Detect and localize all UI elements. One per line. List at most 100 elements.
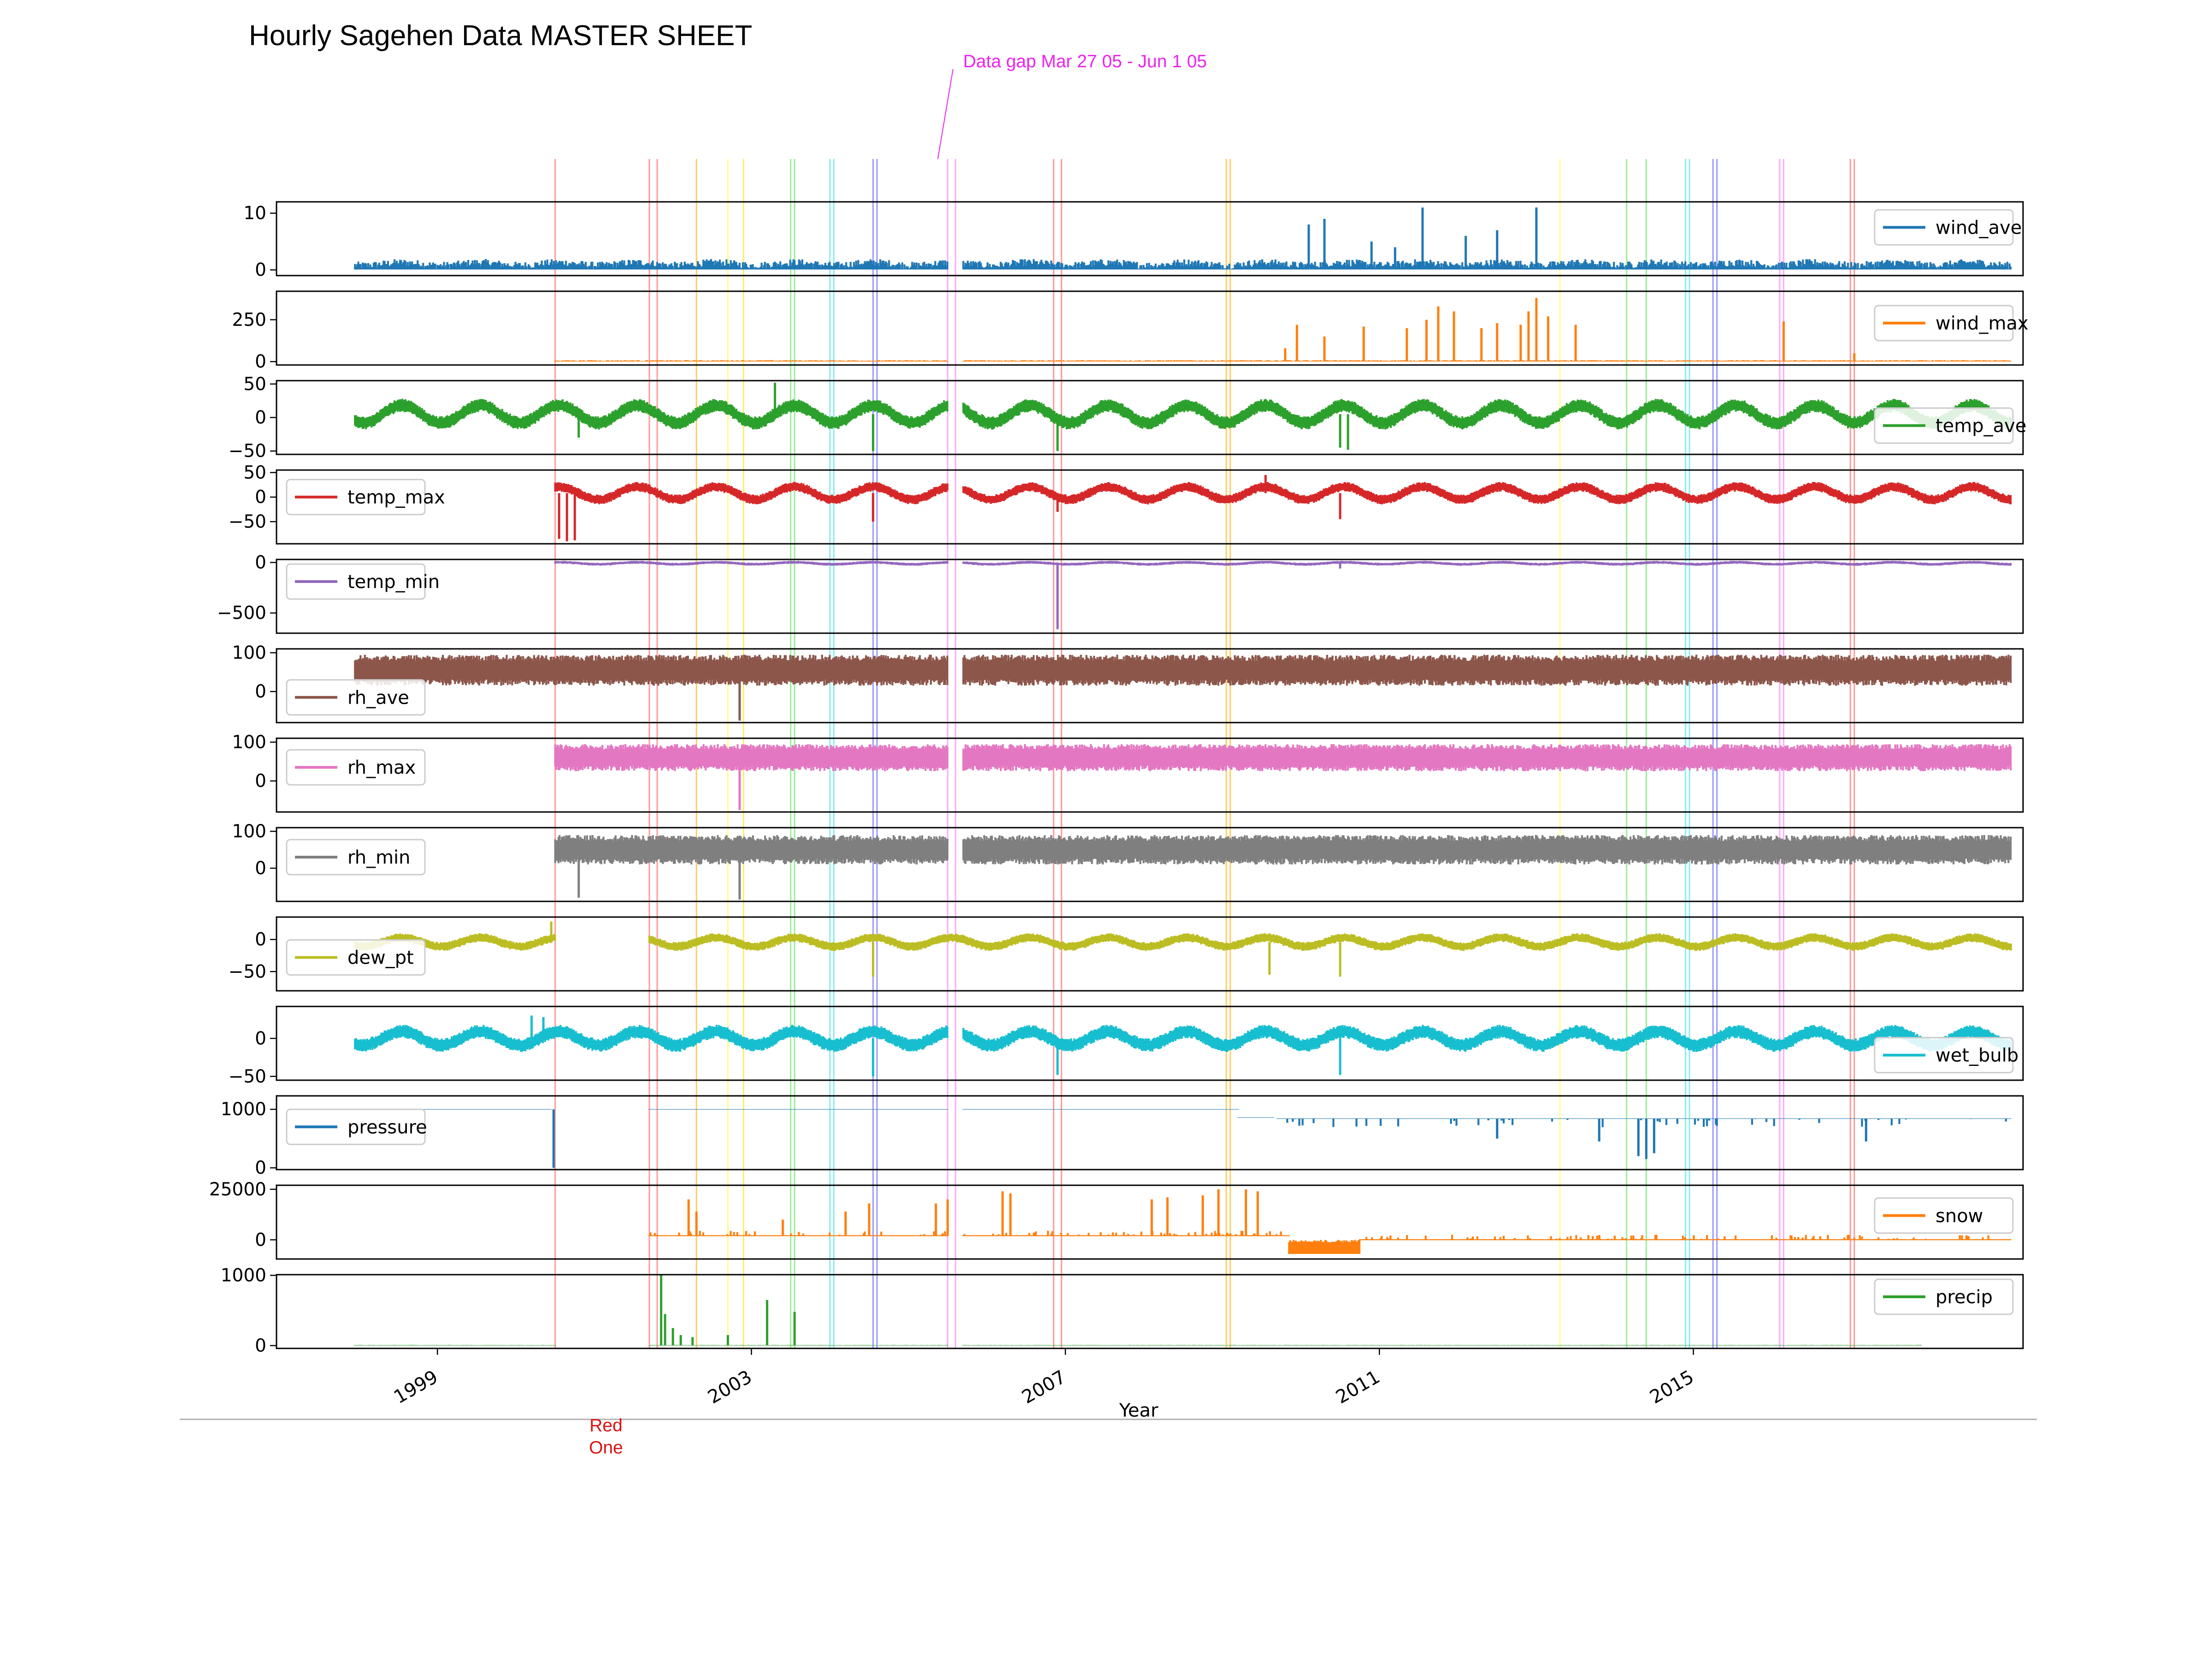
legend-label: wind_max — [1936, 313, 2029, 334]
y-tick-label: 250 — [232, 310, 266, 330]
y-tick-label: 0 — [255, 1335, 266, 1356]
panel-rh-max: 100 0 rh_max — [232, 732, 2024, 813]
y-tick-label: 0 — [255, 1230, 266, 1250]
panel-dew-pt: 0 −50 dew_pt — [229, 916, 2024, 992]
panel-snow: 25000 0 snow — [209, 1179, 2024, 1260]
series-precip — [354, 1345, 1922, 1346]
legend-box — [286, 479, 426, 516]
legend-rh-max: rh_max — [286, 749, 426, 786]
x-tick-label: 1999 — [390, 1366, 441, 1408]
panel-frame — [276, 201, 2024, 276]
y-tick-label: 100 — [232, 642, 266, 663]
data-gap-leader-line — [937, 69, 953, 159]
legend-temp-min: temp_min — [286, 563, 440, 600]
legend-box — [1874, 209, 2014, 246]
y-tick-label: −50 — [229, 961, 266, 982]
legend-temp-max: temp_max — [286, 479, 445, 516]
panel-frame — [276, 559, 2024, 634]
panel-wind-max: 250 0 wind_max — [232, 290, 2029, 372]
y-tick-label: 50 — [243, 374, 266, 394]
panel-frame — [276, 737, 2024, 813]
y-tick-label: 0 — [255, 858, 266, 879]
red-one-line-2: One — [589, 1438, 623, 1458]
y-tick-label: 1000 — [221, 1099, 266, 1120]
panel-frame — [276, 916, 2024, 992]
legend-box — [286, 839, 426, 876]
legend-rh-ave: rh_ave — [286, 679, 426, 716]
legend-snow: snow — [1874, 1197, 2014, 1234]
legend-wind-max: wind_max — [1874, 305, 2029, 341]
panel-frame — [276, 1184, 2024, 1260]
legend-label: temp_min — [347, 571, 440, 593]
y-tick-label: 0 — [255, 487, 266, 508]
y-tick-label: 0 — [255, 1028, 266, 1049]
series-pressure — [354, 1109, 2012, 1127]
legend-label: pressure — [347, 1117, 427, 1138]
y-tick-label: −50 — [229, 1066, 266, 1087]
series-wind-ave — [354, 259, 2012, 270]
legend-box — [1874, 305, 2014, 341]
y-tick-label: 10 — [243, 203, 266, 224]
legend-precip: precip — [1874, 1278, 2014, 1315]
legend-box — [1874, 1037, 2014, 1074]
y-tick-label: 0 — [255, 553, 266, 573]
y-tick-label: 0 — [255, 771, 266, 792]
legend-box — [286, 679, 426, 716]
panel-temp-max: 50 0 −50 temp_max — [229, 462, 2024, 545]
red-one-line-1: Red — [589, 1416, 623, 1435]
panel-frame — [276, 1095, 2024, 1171]
y-tick-label: 0 — [255, 260, 266, 281]
data-gap-annotation: Data gap Mar 27 05 - Jun 1 05 — [963, 52, 1207, 71]
panel-rh-min: 100 0 rh_min — [232, 821, 2024, 902]
series-rh-max — [554, 744, 2012, 771]
y-tick-label: 25000 — [209, 1179, 266, 1200]
legend-box — [1874, 1278, 2014, 1315]
y-tick-label: 0 — [255, 1158, 266, 1178]
y-tick-label: −50 — [229, 512, 266, 532]
series-wet-bulb — [354, 1024, 2012, 1052]
legend-box — [286, 939, 426, 976]
legend-box — [286, 1108, 426, 1145]
legend-wind-ave: wind_ave — [1874, 209, 2022, 246]
legend-box — [286, 563, 426, 600]
legend-label: dew_pt — [347, 947, 414, 969]
chart-title: Hourly Sagehen Data MASTER SHEET — [249, 20, 753, 52]
legend-rh-min: rh_min — [286, 839, 426, 876]
legend-label: precip — [1936, 1287, 1993, 1308]
series-temp-max — [554, 482, 2012, 505]
legend-wet-bulb: wet_bulb — [1874, 1037, 2018, 1074]
legend-label: wind_ave — [1936, 217, 2022, 238]
legend-pressure: pressure — [286, 1108, 427, 1145]
series-temp-ave — [354, 399, 2012, 430]
y-tick-label: 1000 — [221, 1265, 266, 1286]
legend-label: snow — [1936, 1206, 1983, 1227]
series-wind-max — [554, 360, 2012, 362]
series-temp-min — [554, 560, 2012, 566]
legend-box — [286, 749, 426, 786]
panel-frame — [276, 648, 2024, 724]
y-tick-label: −50 — [229, 441, 266, 462]
x-tick-label: 2011 — [1332, 1366, 1383, 1408]
panel-pressure: 1000 0 pressure — [221, 1095, 2024, 1178]
x-tick-label: 2007 — [1018, 1366, 1070, 1408]
y-tick-label: 0 — [255, 407, 266, 428]
legend-label: rh_ave — [347, 687, 409, 708]
y-tick-label: 0 — [255, 930, 266, 950]
legend-temp-ave: temp_ave — [1874, 407, 2026, 444]
legend-label: temp_max — [347, 487, 445, 508]
legend-label: wet_bulb — [1936, 1045, 2018, 1066]
series-rh-min — [554, 835, 2012, 865]
panel-rh-ave: 100 0 rh_ave — [232, 642, 2024, 724]
red-one-annotation: Red One — [576, 1415, 636, 1459]
panel-frame — [276, 1274, 2024, 1349]
x-tick-label: 2003 — [704, 1366, 755, 1408]
x-axis: 1999 2003 2007 2011 2015 Year — [390, 1348, 1698, 1421]
y-tick-label: −500 — [217, 603, 266, 624]
y-tick-label: 100 — [232, 732, 266, 753]
panel-frame — [276, 469, 2024, 545]
legend-box — [1874, 407, 2014, 444]
y-tick-label: 0 — [255, 682, 266, 702]
y-tick-label: 50 — [243, 462, 266, 483]
legend-dew-pt: dew_pt — [286, 939, 426, 976]
